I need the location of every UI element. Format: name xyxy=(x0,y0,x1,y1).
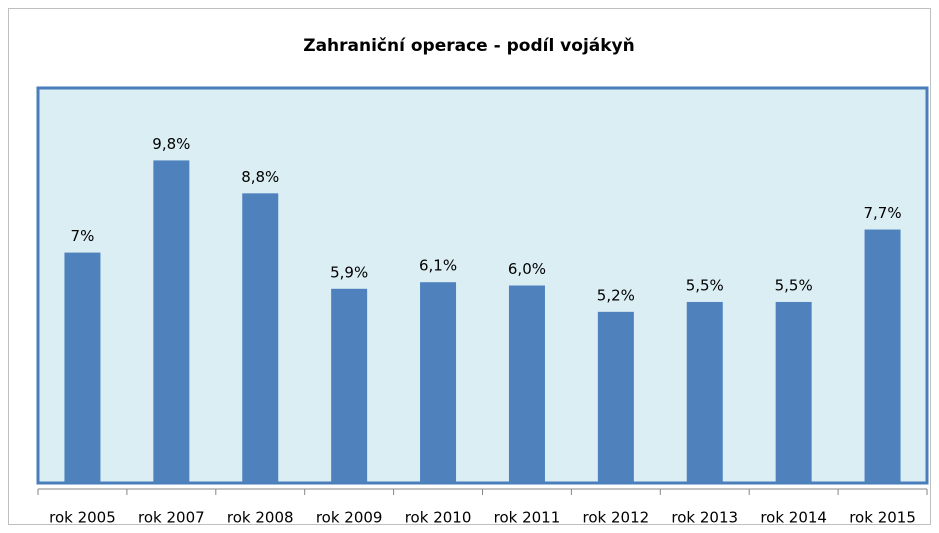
x-tick-label: rok 2013 xyxy=(671,509,738,527)
bar xyxy=(775,301,812,483)
bar xyxy=(864,229,901,483)
x-tick-label: rok 2010 xyxy=(405,509,472,527)
data-label: 7,7% xyxy=(863,204,901,222)
x-tick-label: rok 2008 xyxy=(227,509,294,527)
bar xyxy=(686,301,723,483)
data-label: 6,0% xyxy=(508,260,546,278)
x-tick-label: rok 2009 xyxy=(316,509,383,527)
data-label: 7% xyxy=(71,227,95,245)
x-tick-label: rok 2012 xyxy=(583,509,650,527)
data-label: 6,1% xyxy=(419,257,457,275)
bar xyxy=(64,252,101,483)
x-tick-label: rok 2015 xyxy=(849,509,916,527)
data-label: 5,9% xyxy=(330,263,368,281)
bar xyxy=(420,282,457,483)
chart-title: Zahraniční operace - podíl vojákyň xyxy=(303,36,634,56)
data-label: 5,2% xyxy=(597,286,635,304)
x-tick-label: rok 2007 xyxy=(138,509,205,527)
data-label: 8,8% xyxy=(241,168,279,186)
bar xyxy=(597,311,634,483)
bar xyxy=(153,160,190,483)
x-tick-label: rok 2005 xyxy=(49,509,116,527)
bar xyxy=(242,193,279,484)
data-label: 5,5% xyxy=(775,276,813,294)
bar xyxy=(331,288,368,483)
x-tick-label: rok 2011 xyxy=(494,509,561,527)
bar xyxy=(508,285,545,483)
data-label: 5,5% xyxy=(686,276,724,294)
data-label: 9,8% xyxy=(152,135,190,153)
x-tick-label: rok 2014 xyxy=(760,509,827,527)
